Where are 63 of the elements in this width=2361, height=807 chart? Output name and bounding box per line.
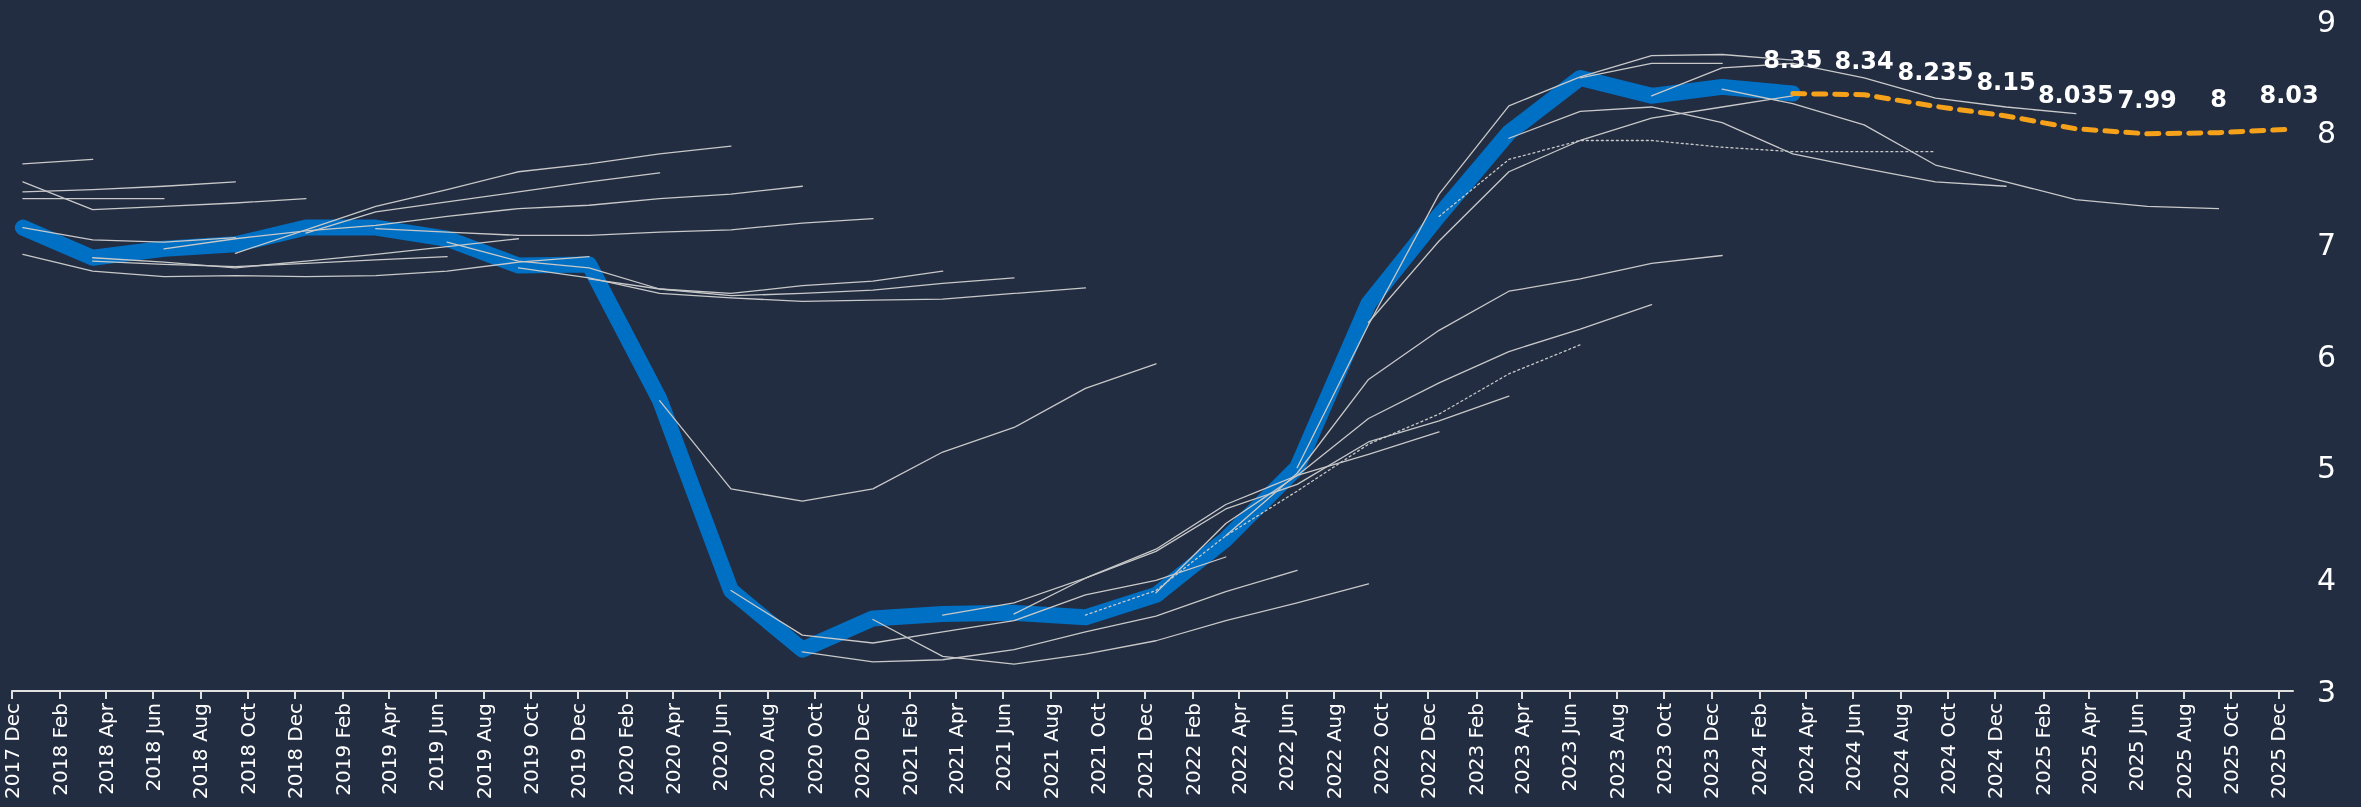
- x-tick-label: 2019 Feb: [331, 703, 356, 796]
- x-tick-label: 2018 Dec: [283, 703, 308, 799]
- x-tick-label: 2025 Aug: [2171, 703, 2196, 800]
- x-tick-label: 2025 Dec: [2266, 703, 2291, 799]
- x-tick-label: 2022 Oct: [1368, 702, 1393, 795]
- data-label: 8.235: [1897, 58, 1974, 87]
- data-label: 8.34: [1834, 46, 1894, 75]
- x-tick-label: 2023 Apr: [1510, 702, 1535, 795]
- y-tick-label: 3: [2317, 673, 2337, 709]
- x-tick-label: 2025 Apr: [2077, 702, 2102, 795]
- x-tick-label: 2019 Jun: [424, 703, 449, 792]
- x-tick-label: 2020 Oct: [802, 702, 827, 795]
- y-tick-label: 9: [2317, 3, 2337, 39]
- y-tick-label: 7: [2317, 226, 2337, 262]
- x-tick-label: 2020 Feb: [614, 703, 639, 796]
- x-tick-label: 2021 Apr: [943, 702, 968, 795]
- x-tick-label: 2019 Aug: [471, 703, 496, 800]
- x-tick-label: 2025 Jun: [2124, 703, 2149, 792]
- data-label: 7.99: [2117, 85, 2177, 114]
- x-tick-label: 2021 Dec: [1133, 703, 1158, 799]
- x-tick-label: 2023 Aug: [1604, 703, 1629, 800]
- x-tick-label: 2024 Apr: [1793, 702, 1818, 795]
- data-label: 8.035: [2037, 80, 2114, 109]
- x-tick-label: 2018 Aug: [188, 703, 213, 800]
- x-tick-label: 2022 Dec: [1416, 703, 1441, 799]
- x-tick-label: 2020 Apr: [660, 702, 685, 795]
- x-tick-label: 2024 Dec: [1983, 703, 2008, 799]
- x-tick-label: 2021 Jun: [991, 703, 1016, 792]
- y-tick-label: 5: [2317, 450, 2337, 486]
- x-tick-label: 2022 Apr: [1226, 702, 1251, 795]
- x-tick-label: 2018 Jun: [141, 703, 166, 792]
- data-label: 8.15: [1976, 67, 2036, 96]
- x-tick-label: 2018 Apr: [93, 702, 118, 795]
- x-tick-label: 2024 Oct: [1935, 702, 1960, 795]
- x-tick-label: 2021 Feb: [898, 703, 923, 796]
- x-tick-label: 2024 Feb: [1747, 703, 1772, 796]
- data-label: 8.03: [2259, 81, 2319, 110]
- x-tick-label: 2022 Jun: [1274, 703, 1299, 792]
- x-tick-label: 2019 Oct: [518, 702, 543, 795]
- x-tick-label: 2020 Jun: [708, 703, 733, 792]
- x-tick-label: 2021 Oct: [1085, 702, 1110, 795]
- x-tick-label: 2021 Aug: [1038, 703, 1063, 800]
- x-tick-label: 2023 Oct: [1652, 702, 1676, 795]
- x-tick-label: 2025 Oct: [2218, 702, 2243, 795]
- x-tick-label: 2018 Feb: [48, 703, 73, 796]
- x-tick-label: 2019 Dec: [566, 703, 591, 799]
- y-tick-label: 4: [2317, 561, 2337, 597]
- x-tick-label: 2024 Aug: [1888, 703, 1913, 800]
- x-tick-label: 2018 Oct: [235, 702, 260, 795]
- y-tick-label: 6: [2317, 338, 2337, 374]
- x-tick-label: 2017 Dec: [0, 703, 24, 799]
- x-tick-label: 2020 Aug: [755, 703, 780, 800]
- x-tick-label: 2019 Apr: [376, 702, 401, 795]
- x-tick-label: 2023 Jun: [1557, 703, 1582, 792]
- x-tick-label: 2020 Dec: [850, 703, 875, 799]
- x-tick-label: 2022 Feb: [1181, 703, 1206, 796]
- x-tick-label: 2022 Aug: [1321, 703, 1346, 800]
- x-tick-label: 2023 Dec: [1699, 703, 1724, 799]
- y-tick-label: 8: [2317, 115, 2337, 151]
- x-tick-label: 2025 Feb: [2031, 703, 2056, 796]
- x-tick-label: 2024 Jun: [1841, 703, 1866, 792]
- data-label: 8: [2210, 84, 2227, 113]
- x-tick-label: 2023 Feb: [1464, 703, 1489, 796]
